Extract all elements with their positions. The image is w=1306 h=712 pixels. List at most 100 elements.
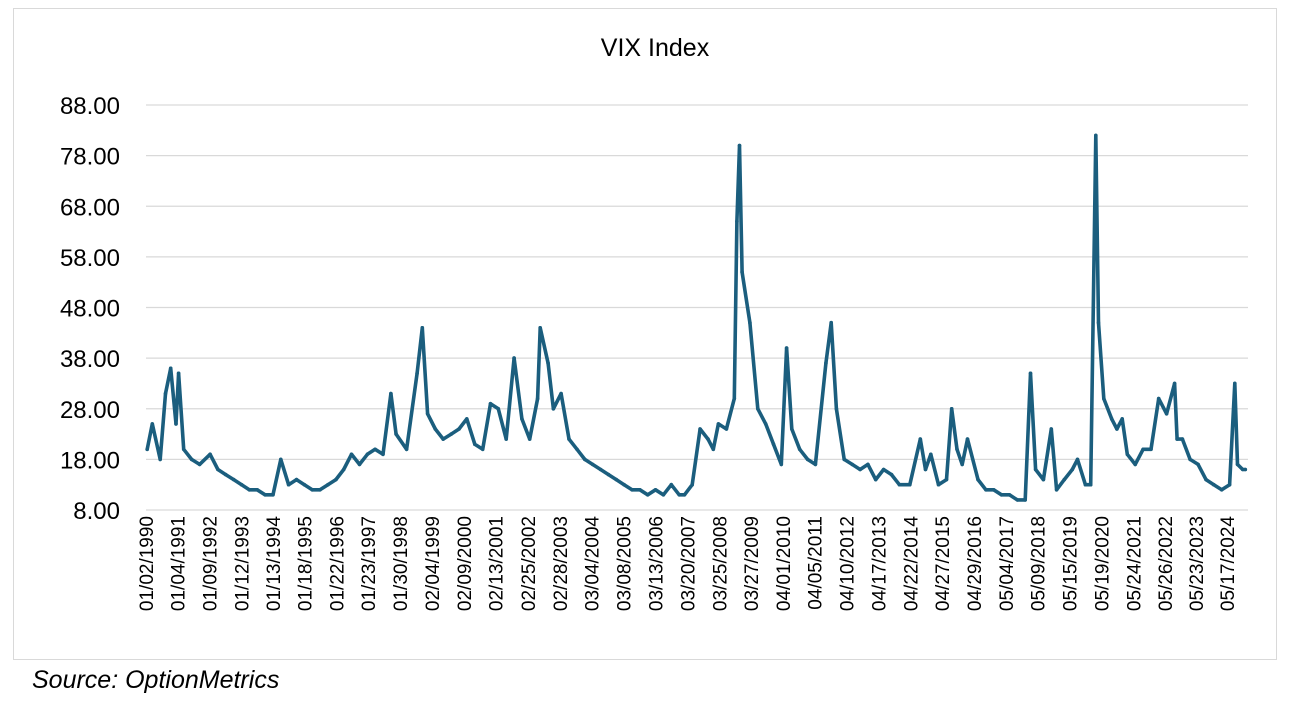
- data-point: [279, 457, 283, 462]
- x-tick-label: 01/23/1997: [359, 516, 380, 611]
- data-point: [488, 401, 493, 406]
- data-point: [763, 422, 768, 426]
- data-point: [949, 407, 954, 411]
- data-point: [1240, 467, 1245, 472]
- data-point: [1212, 482, 1216, 487]
- x-tick-label: 05/26/2022: [1156, 516, 1177, 611]
- y-tick-label: 28.00: [60, 397, 120, 424]
- data-point: [850, 462, 854, 467]
- data-point: [551, 407, 556, 411]
- data-point: [1175, 437, 1179, 441]
- data-point: [965, 437, 970, 441]
- x-tick-label: 02/13/2001: [487, 516, 508, 611]
- data-point: [1233, 381, 1237, 386]
- data-point: [984, 488, 988, 492]
- data-point: [420, 326, 425, 330]
- data-point: [174, 422, 178, 426]
- data-point: [357, 462, 362, 467]
- x-axis-tick-labels: 01/02/1990 01/04/1991 01/09/1992 01/12/1993…: [137, 516, 1239, 612]
- data-point: [415, 371, 419, 376]
- data-point: [1243, 467, 1248, 472]
- x-tick-label: 01/09/1992: [201, 516, 222, 611]
- data-point: [858, 467, 862, 472]
- data-point: [158, 457, 162, 462]
- data-point: [737, 143, 742, 148]
- data-point: [923, 467, 928, 472]
- series-layer: [145, 133, 1248, 502]
- data-point: [150, 422, 155, 426]
- data-point: [638, 488, 642, 492]
- data-point: [756, 407, 760, 411]
- data-point: [944, 477, 949, 482]
- data-point: [724, 427, 729, 431]
- y-tick-label: 58.00: [60, 245, 120, 272]
- x-tick-label: 03/08/2005: [614, 516, 635, 611]
- data-point: [590, 462, 595, 467]
- data-point: [318, 488, 322, 492]
- data-point: [779, 462, 784, 467]
- y-tick-label: 18.00: [60, 447, 120, 474]
- x-tick-label: 04/17/2013: [870, 516, 891, 611]
- data-point: [661, 493, 666, 497]
- data-point: [583, 457, 587, 462]
- data-point: [690, 482, 694, 487]
- data-point: [1049, 427, 1054, 431]
- data-point: [208, 452, 212, 457]
- data-point: [216, 467, 220, 472]
- data-point: [538, 326, 542, 330]
- x-tick-label: 04/22/2014: [901, 516, 922, 612]
- x-tick-label: 04/05/2011: [806, 516, 827, 610]
- data-point: [622, 482, 626, 487]
- x-tick-label: 03/20/2007: [678, 516, 699, 611]
- data-point: [881, 467, 886, 472]
- data-point: [373, 447, 377, 452]
- data-point: [1096, 320, 1101, 325]
- data-point: [866, 462, 870, 467]
- x-tick-label: 02/09/2000: [455, 516, 476, 611]
- data-point: [389, 391, 393, 396]
- data-point: [349, 452, 354, 457]
- data-point: [527, 437, 532, 441]
- data-point: [669, 482, 674, 487]
- data-point: [223, 472, 228, 477]
- x-tick-label: 02/25/2002: [519, 516, 540, 611]
- data-point: [834, 407, 839, 411]
- data-point: [732, 396, 737, 401]
- data-point: [1028, 371, 1033, 376]
- data-point: [1235, 462, 1240, 467]
- data-point: [706, 437, 710, 441]
- data-point: [1070, 467, 1075, 472]
- data-point: [559, 391, 563, 396]
- data-point: [653, 488, 658, 492]
- x-tick-label: 01/13/1994: [264, 516, 285, 612]
- data-point: [168, 366, 173, 371]
- data-point: [960, 462, 964, 467]
- x-tick-label: 04/01/2010: [774, 516, 795, 611]
- data-point: [1141, 447, 1145, 452]
- data-point: [546, 361, 550, 366]
- data-point: [1033, 467, 1038, 472]
- x-tick-label: 02/04/1999: [423, 516, 444, 611]
- data-point: [790, 427, 794, 431]
- data-point: [824, 361, 828, 366]
- data-point: [813, 462, 818, 467]
- data-point: [512, 356, 516, 360]
- data-point: [365, 452, 370, 457]
- data-point: [1023, 498, 1027, 502]
- data-point: [1120, 417, 1124, 421]
- data-point: [991, 488, 996, 492]
- x-tick-label: 05/23/2023: [1187, 516, 1208, 611]
- data-point: [645, 493, 650, 497]
- data-point: [189, 457, 194, 462]
- data-point: [286, 482, 291, 487]
- x-tick-label: 01/22/1996: [327, 516, 348, 611]
- x-tick-label: 03/13/2006: [646, 516, 667, 611]
- data-point: [936, 482, 941, 487]
- x-tick-label: 03/25/2008: [710, 516, 731, 611]
- data-point: [1054, 488, 1059, 492]
- data-point: [797, 447, 802, 452]
- data-point: [567, 437, 571, 441]
- y-tick-label: 8.00: [73, 498, 120, 525]
- y-tick-label: 38.00: [60, 346, 120, 373]
- data-point: [1133, 462, 1137, 467]
